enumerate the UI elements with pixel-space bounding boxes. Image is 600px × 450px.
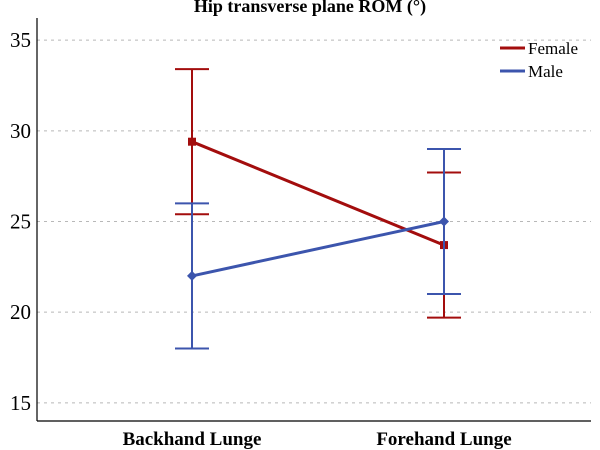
grid-lines — [37, 39, 591, 404]
data-point — [188, 137, 196, 146]
chart-title: Hip transverse plane ROM (°) — [194, 0, 426, 17]
y-tick-label: 20 — [10, 300, 31, 324]
series-line — [191, 220, 445, 278]
data-point — [187, 270, 197, 281]
x-tick-label: Forehand Lunge — [376, 429, 511, 450]
x-tick-label: Backhand Lunge — [123, 429, 262, 450]
series-line — [191, 140, 445, 247]
series-male — [175, 147, 461, 350]
legend-label-female: Female — [528, 39, 578, 58]
series-female — [175, 68, 461, 319]
legend: Female Male — [500, 39, 578, 81]
legend-label-male: Male — [528, 62, 563, 81]
data-point — [439, 216, 449, 227]
series-layer — [175, 68, 461, 350]
axes: 15 20 25 30 35 Backhand Lunge Forehand Lunge — [10, 18, 591, 450]
y-tick-label: 15 — [10, 391, 31, 415]
y-tick-label: 30 — [10, 119, 31, 143]
y-tick-label: 25 — [10, 210, 31, 234]
y-tick-label: 35 — [10, 28, 31, 52]
